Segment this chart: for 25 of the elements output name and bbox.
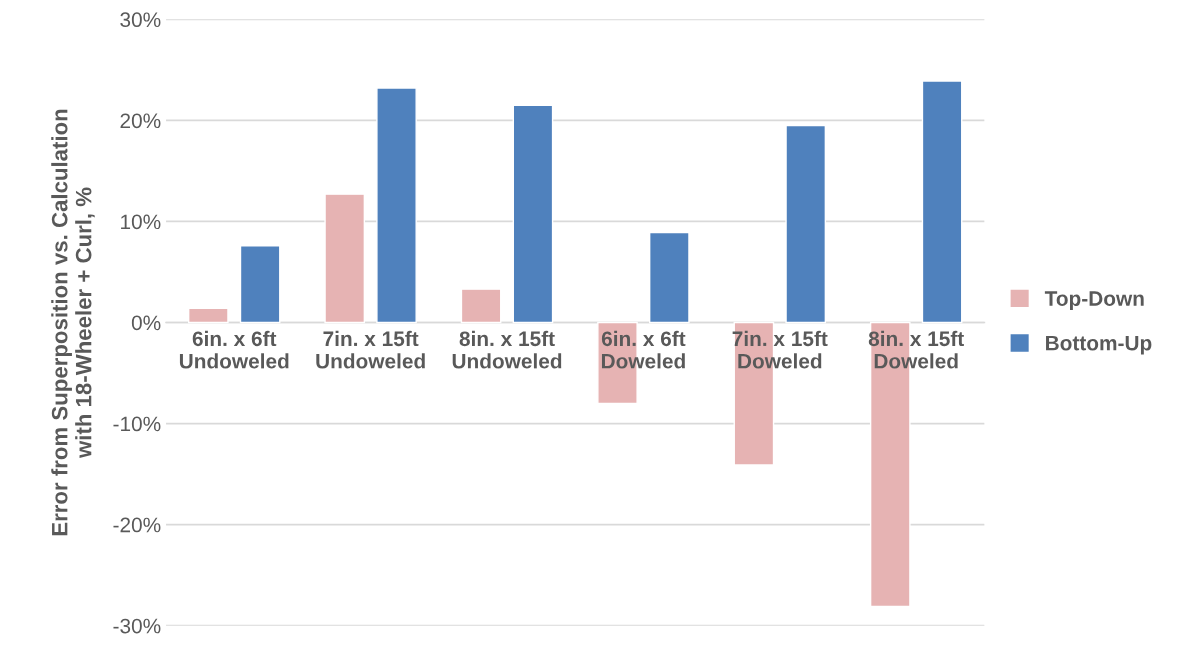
bar — [239, 245, 281, 324]
legend-label: Top-Down — [1044, 291, 1144, 310]
bar — [921, 80, 963, 324]
bar — [460, 288, 502, 324]
y-tick-label: 20% — [120, 113, 161, 129]
bar — [785, 124, 827, 324]
x-tick-label: 7in. x 15ft Undoweled — [316, 330, 425, 369]
y-tick-label: -10% — [113, 416, 161, 432]
x-tick-label: 6in. x 6ft Undoweled — [179, 330, 289, 369]
legend-label: Bottom-Up — [1046, 335, 1152, 355]
x-tick-label: 8in. x 15ft Doweled — [868, 330, 964, 369]
bar — [648, 231, 690, 324]
bar — [512, 104, 554, 324]
bar — [187, 307, 229, 324]
y-tick-label: -20% — [113, 517, 161, 533]
y-tick-label: 0% — [131, 315, 161, 331]
y-tick-label: -30% — [113, 618, 161, 634]
y-tick-label: 30% — [120, 12, 161, 28]
x-tick-label: 7in. x 15ft Doweled — [732, 330, 828, 369]
x-tick-label: 8in. x 15ft Undoweled — [452, 330, 562, 369]
y-axis-title: Error from Superposition vs. Calculation with 18-Wheeler + Curl, % — [51, 109, 95, 536]
x-tick-label: 6in. x 6ft Doweled — [601, 330, 686, 369]
bar — [376, 87, 417, 324]
bar — [324, 193, 366, 324]
y-tick-label: 10% — [121, 214, 161, 230]
